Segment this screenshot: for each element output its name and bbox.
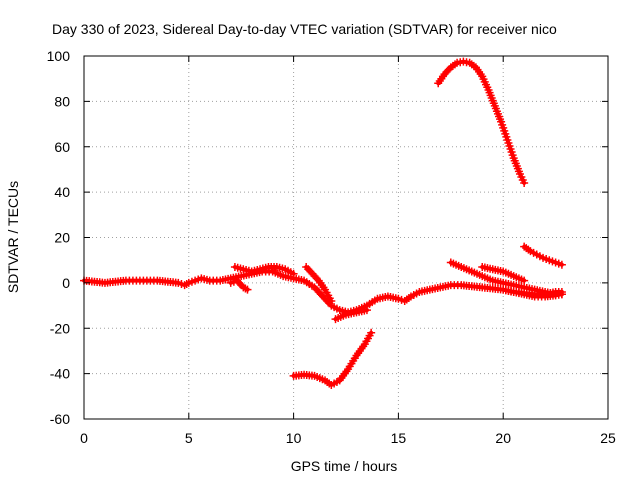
y-tick-label: 0 [62,275,70,291]
data-point-marker [243,285,252,294]
data-point-marker [367,328,376,337]
data-point-marker [557,260,566,269]
data-point-marker [327,297,336,306]
data-point-marker [289,269,298,278]
plot-frame [83,55,609,420]
x-tick-label: 0 [80,430,88,446]
series-6 [434,57,529,188]
series-line [436,59,527,185]
series-9 [520,242,566,269]
axis-ticks: 0 5 10 15 20 25 -60 -40 -20 0 20 40 60 80 100 [47,48,616,446]
y-tick-label: -20 [50,320,70,336]
series-4 [331,306,371,324]
x-tick-label: 15 [391,430,407,446]
series-line [291,330,374,387]
series-7 [446,258,566,299]
data-point-marker [362,306,371,315]
y-tick-label: -60 [50,411,70,427]
data-point-marker [520,276,529,285]
y-tick-label: 20 [54,230,70,246]
series-3 [302,262,336,306]
x-axis-label: GPS time / hours [291,458,398,474]
x-tick-label: 5 [185,430,193,446]
y-tick-label: 40 [54,184,70,200]
series-10 [499,285,566,301]
series-2 [230,262,298,278]
data-marks [80,57,566,389]
data-point-marker [520,179,529,188]
y-tick-label: 60 [54,139,70,155]
y-tick-label: 100 [47,48,71,64]
grid-lines [84,56,608,419]
y-tick-label: -40 [50,366,70,382]
x-tick-label: 10 [286,430,302,446]
series-5 [289,328,376,389]
series-8 [478,262,529,285]
data-point-marker [557,290,566,299]
y-axis-label: SDTVAR / TECUs [5,181,21,293]
chart-title: Day 330 of 2023, Sidereal Day-to-day VTE… [52,21,557,37]
x-tick-label: 25 [600,430,616,446]
x-tick-label: 20 [495,430,511,446]
series-1 [226,276,252,294]
y-tick-label: 80 [54,93,70,109]
